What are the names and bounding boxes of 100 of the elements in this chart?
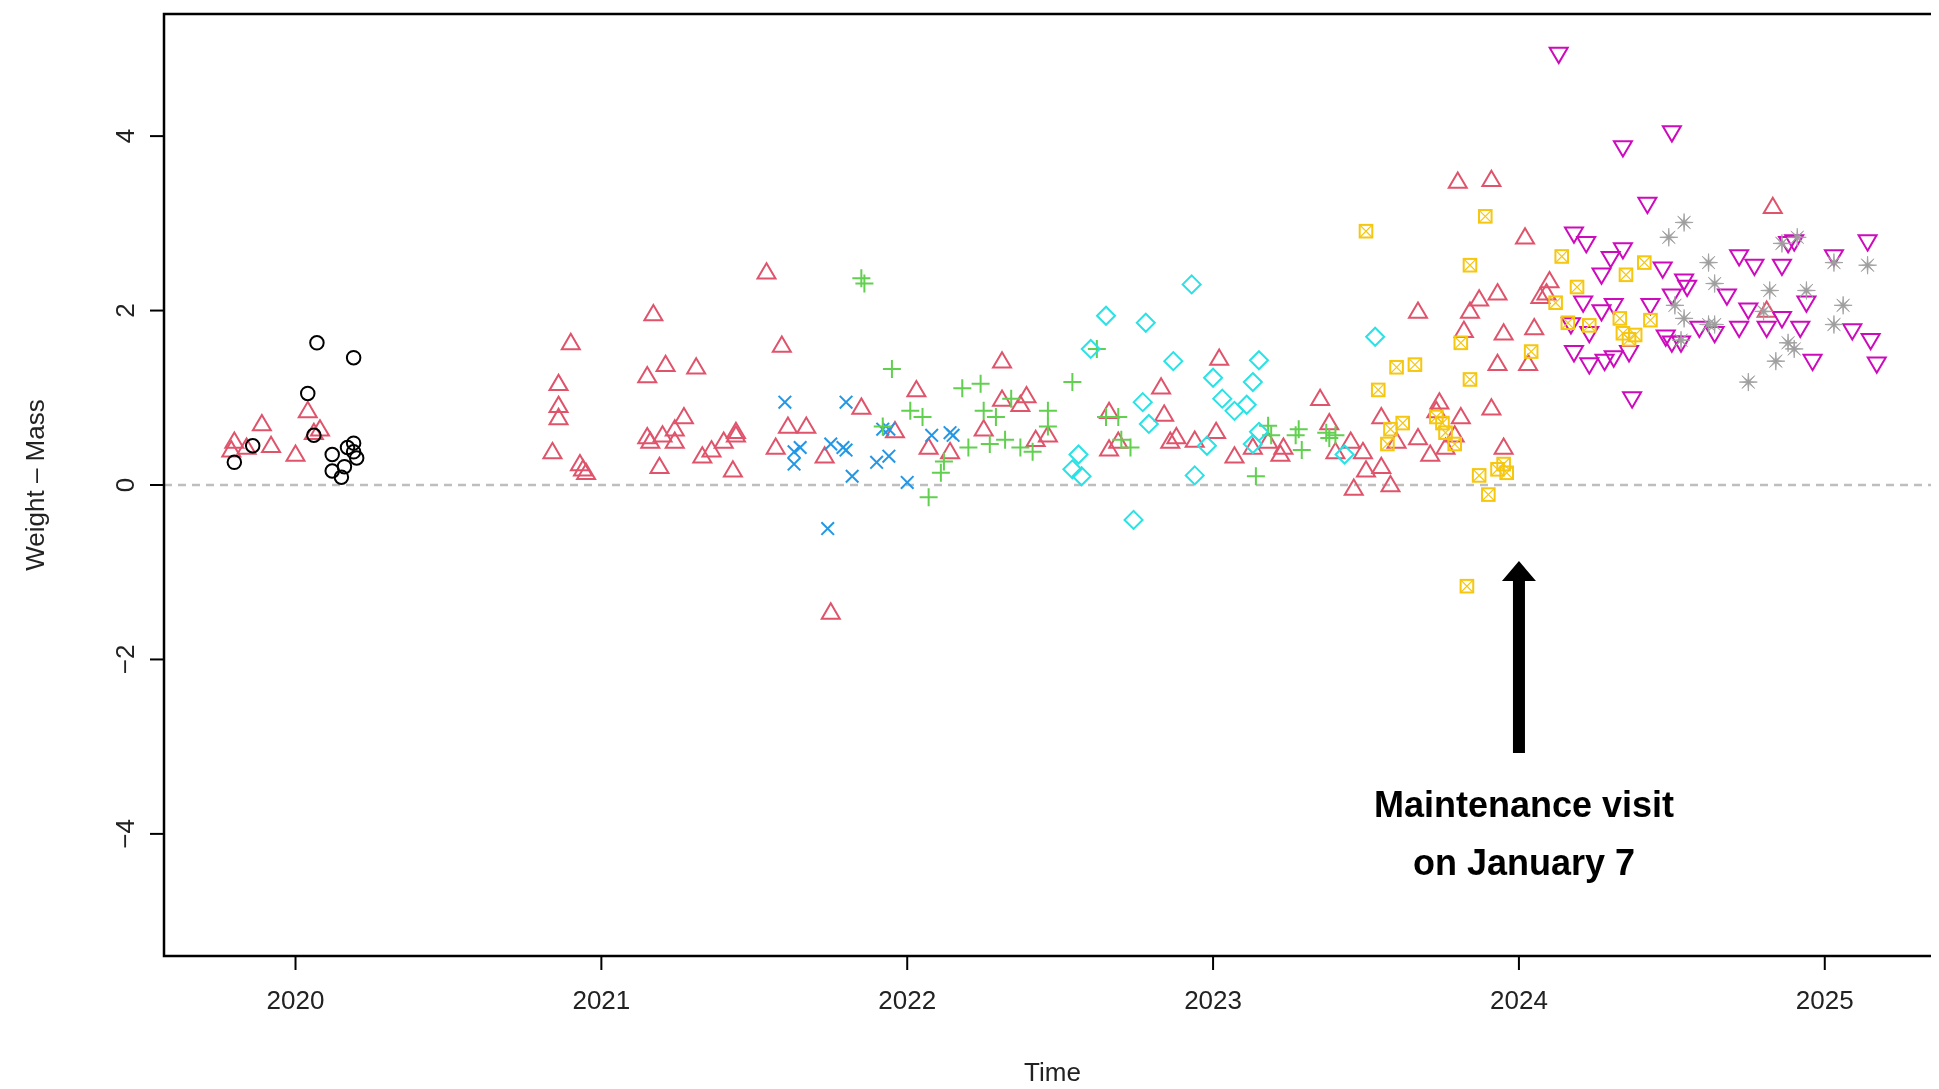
point <box>1860 332 1881 351</box>
y-tick-label: 0 <box>110 477 140 493</box>
x-tick-label: 2021 <box>572 985 631 1015</box>
point <box>1477 209 1493 224</box>
point <box>820 521 835 536</box>
point <box>1784 234 1805 252</box>
point <box>979 434 1000 455</box>
point <box>1652 261 1673 279</box>
point <box>1771 311 1792 329</box>
point <box>851 268 872 289</box>
point <box>1729 320 1750 338</box>
point <box>1579 357 1600 375</box>
point <box>1358 223 1374 239</box>
point <box>1661 125 1682 143</box>
point <box>1037 400 1058 421</box>
point <box>1612 311 1628 326</box>
point <box>1001 388 1022 409</box>
point <box>995 429 1016 450</box>
point <box>872 416 893 437</box>
point <box>1824 253 1844 272</box>
point <box>300 385 316 402</box>
point <box>1319 427 1340 448</box>
point <box>1771 258 1792 277</box>
point <box>881 448 897 464</box>
point <box>1123 509 1144 530</box>
point <box>786 456 802 472</box>
point <box>875 421 891 437</box>
point <box>844 468 860 484</box>
point <box>1248 421 1269 442</box>
point <box>1236 394 1257 415</box>
x-tick-label: 2025 <box>1795 985 1854 1015</box>
point <box>1674 309 1694 328</box>
point <box>1291 440 1312 461</box>
point <box>1857 234 1878 252</box>
point <box>900 400 921 421</box>
point <box>1754 302 1774 321</box>
point <box>1760 281 1780 300</box>
point <box>1665 295 1685 315</box>
point <box>1453 335 1469 351</box>
x-axis-title: Time <box>1024 1057 1081 1087</box>
point <box>1858 255 1877 275</box>
point <box>1068 444 1089 465</box>
point <box>339 439 356 456</box>
point <box>933 451 954 472</box>
point <box>1258 415 1279 436</box>
point <box>1671 335 1692 353</box>
point <box>1080 338 1101 359</box>
point <box>854 273 875 294</box>
point <box>1184 465 1205 486</box>
point <box>1554 249 1570 264</box>
point <box>1784 339 1804 359</box>
point <box>1637 255 1652 270</box>
point <box>985 406 1006 427</box>
point <box>1224 400 1245 421</box>
point <box>912 406 933 427</box>
point <box>958 437 979 458</box>
point <box>1395 415 1410 431</box>
point <box>1523 344 1539 359</box>
point <box>1389 359 1404 375</box>
point <box>1756 320 1777 338</box>
point <box>309 335 325 351</box>
point <box>1407 357 1423 372</box>
point <box>1618 267 1634 283</box>
point <box>952 378 973 399</box>
point <box>1766 351 1786 371</box>
x-tick-label: 2023 <box>1184 985 1242 1015</box>
point <box>1661 288 1682 306</box>
point <box>324 446 340 463</box>
point <box>1842 323 1863 341</box>
point <box>1563 226 1584 244</box>
point <box>1569 279 1585 295</box>
point <box>1010 437 1031 458</box>
point <box>1677 279 1698 298</box>
point <box>324 463 340 479</box>
point <box>1716 288 1737 306</box>
point <box>1744 258 1765 277</box>
point <box>1462 372 1478 387</box>
point <box>1796 295 1817 313</box>
point <box>1135 312 1156 333</box>
point <box>1062 372 1083 393</box>
point <box>1603 350 1624 368</box>
point <box>973 400 994 421</box>
point <box>1242 372 1263 393</box>
point <box>1738 372 1758 392</box>
point <box>1560 317 1581 335</box>
x-tick-label: 2024 <box>1490 985 1548 1015</box>
point <box>1621 332 1637 347</box>
point <box>930 462 951 483</box>
point <box>1612 140 1633 158</box>
point <box>899 475 915 490</box>
point <box>792 440 808 455</box>
point <box>918 487 939 508</box>
point <box>1772 233 1792 253</box>
point <box>1738 302 1759 320</box>
point <box>1802 353 1823 372</box>
point <box>1704 325 1725 344</box>
point <box>1824 315 1844 334</box>
point <box>1548 46 1569 65</box>
point <box>1481 487 1496 502</box>
point <box>881 358 902 379</box>
